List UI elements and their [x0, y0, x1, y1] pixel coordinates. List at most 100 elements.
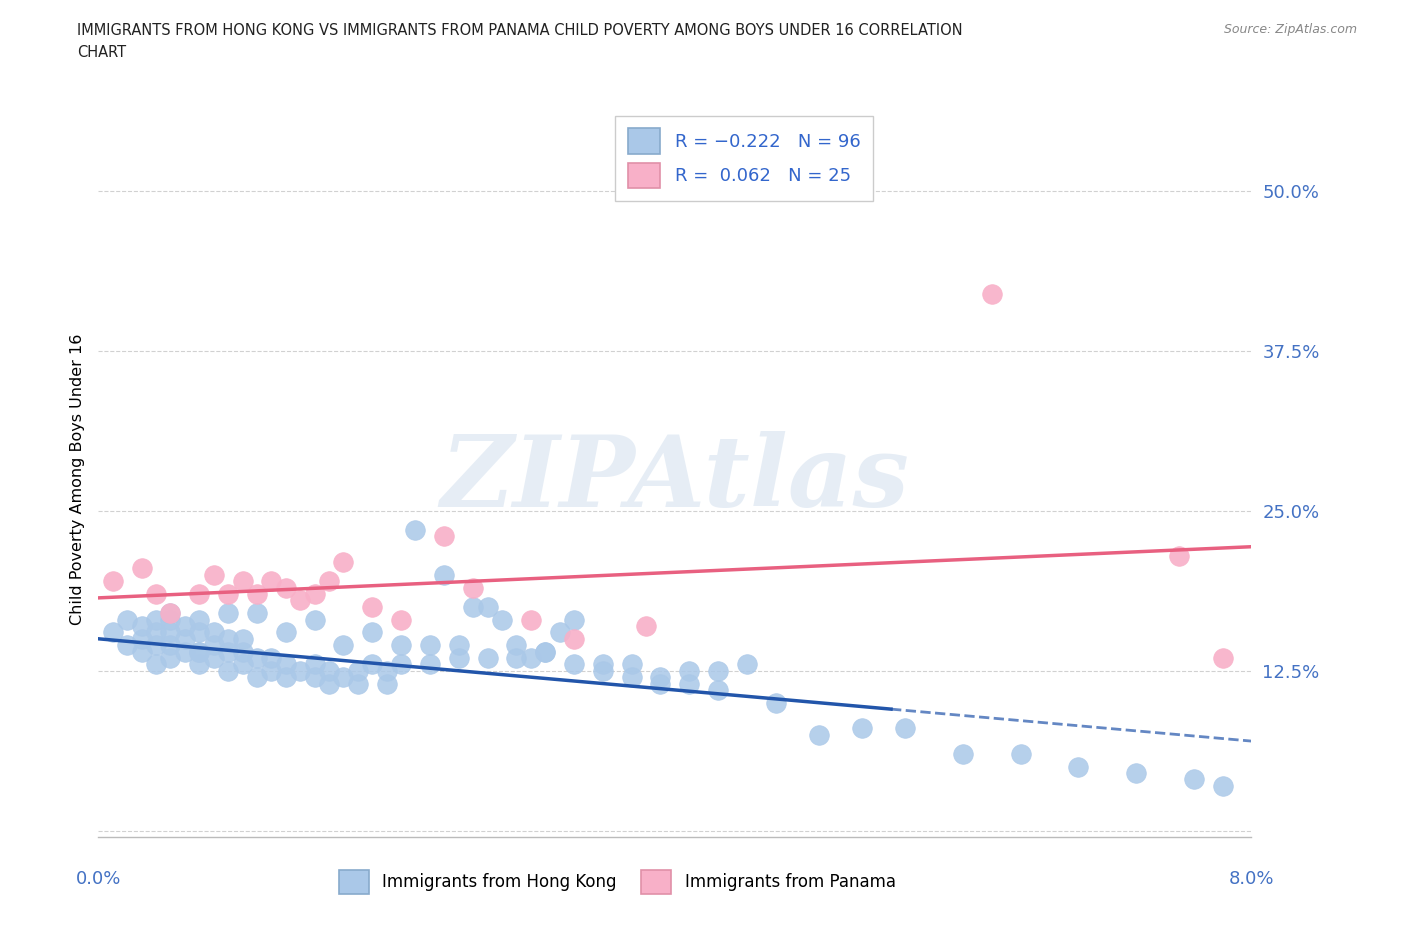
- Point: [447, 651, 470, 666]
- Point: [246, 605, 269, 620]
- Point: [145, 612, 167, 627]
- Point: [159, 625, 181, 640]
- Text: IMMIGRANTS FROM HONG KONG VS IMMIGRANTS FROM PANAMA CHILD POVERTY AMONG BOYS UND: IMMIGRANTS FROM HONG KONG VS IMMIGRANTS …: [77, 23, 963, 38]
- Point: [188, 644, 211, 659]
- Point: [808, 727, 831, 742]
- Point: [636, 618, 658, 633]
- Point: [389, 612, 412, 627]
- Y-axis label: Child Poverty Among Boys Under 16: Child Poverty Among Boys Under 16: [69, 333, 84, 625]
- Point: [346, 676, 368, 691]
- Point: [419, 638, 441, 653]
- Point: [520, 612, 543, 627]
- Point: [592, 663, 614, 678]
- Text: 0.0%: 0.0%: [76, 870, 121, 888]
- Point: [332, 554, 354, 569]
- Point: [246, 670, 269, 684]
- Point: [419, 657, 441, 671]
- Point: [260, 663, 283, 678]
- Point: [361, 657, 384, 671]
- Point: [620, 670, 643, 684]
- Point: [1168, 549, 1191, 564]
- Point: [477, 651, 499, 666]
- Point: [505, 651, 527, 666]
- Point: [188, 587, 211, 602]
- Text: Source: ZipAtlas.com: Source: ZipAtlas.com: [1223, 23, 1357, 36]
- Point: [159, 605, 181, 620]
- Point: [188, 644, 211, 659]
- Point: [952, 747, 974, 762]
- Point: [461, 600, 484, 615]
- Point: [650, 676, 672, 691]
- Point: [1010, 747, 1032, 762]
- Point: [101, 574, 124, 589]
- Point: [1182, 772, 1205, 787]
- Point: [188, 625, 211, 640]
- Point: [562, 631, 585, 646]
- Point: [346, 663, 368, 678]
- Point: [461, 580, 484, 595]
- Point: [361, 625, 384, 640]
- Point: [491, 612, 513, 627]
- Point: [562, 612, 585, 627]
- Point: [159, 638, 181, 653]
- Point: [735, 657, 758, 671]
- Point: [159, 651, 181, 666]
- Point: [117, 638, 139, 653]
- Point: [707, 663, 730, 678]
- Point: [202, 567, 225, 582]
- Point: [131, 644, 153, 659]
- Point: [520, 651, 543, 666]
- Point: [678, 663, 700, 678]
- Point: [231, 574, 254, 589]
- Point: [534, 644, 557, 659]
- Point: [217, 644, 239, 659]
- Point: [145, 657, 167, 671]
- Point: [1212, 651, 1234, 666]
- Point: [246, 587, 269, 602]
- Point: [433, 567, 456, 582]
- Point: [405, 523, 427, 538]
- Point: [447, 638, 470, 653]
- Point: [174, 644, 197, 659]
- Point: [274, 580, 297, 595]
- Legend: Immigrants from Hong Kong, Immigrants from Panama: Immigrants from Hong Kong, Immigrants fr…: [332, 863, 903, 900]
- Point: [534, 644, 557, 659]
- Point: [375, 676, 398, 691]
- Point: [678, 676, 700, 691]
- Point: [981, 286, 1004, 301]
- Point: [389, 657, 412, 671]
- Point: [290, 593, 312, 608]
- Point: [145, 625, 167, 640]
- Point: [145, 638, 167, 653]
- Point: [131, 618, 153, 633]
- Point: [332, 638, 354, 653]
- Point: [1067, 759, 1090, 774]
- Point: [202, 651, 225, 666]
- Point: [174, 618, 197, 633]
- Point: [304, 612, 326, 627]
- Point: [477, 600, 499, 615]
- Point: [231, 644, 254, 659]
- Point: [231, 657, 254, 671]
- Point: [361, 600, 384, 615]
- Point: [231, 631, 254, 646]
- Point: [202, 625, 225, 640]
- Point: [332, 670, 354, 684]
- Point: [260, 574, 283, 589]
- Point: [131, 631, 153, 646]
- Point: [1212, 778, 1234, 793]
- Point: [159, 605, 181, 620]
- Point: [894, 721, 917, 736]
- Point: [650, 670, 672, 684]
- Point: [188, 657, 211, 671]
- Point: [304, 587, 326, 602]
- Point: [548, 625, 571, 640]
- Point: [304, 657, 326, 671]
- Text: CHART: CHART: [77, 45, 127, 60]
- Point: [562, 657, 585, 671]
- Point: [592, 657, 614, 671]
- Point: [389, 638, 412, 653]
- Point: [318, 663, 340, 678]
- Point: [375, 663, 398, 678]
- Point: [260, 651, 283, 666]
